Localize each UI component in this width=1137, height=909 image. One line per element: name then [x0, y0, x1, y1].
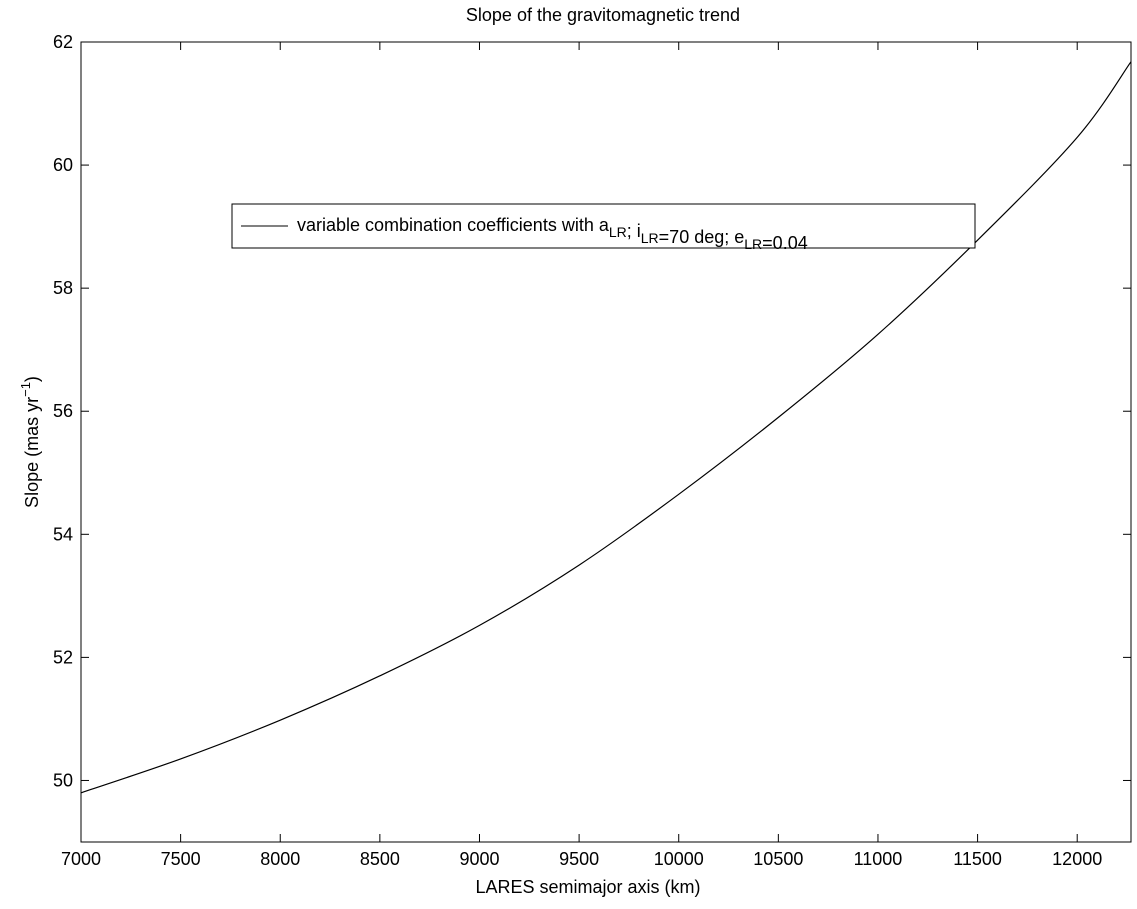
- plot-area-frame: [80, 41, 1132, 843]
- y-axis-label: Slope (mas yr−1): [18, 376, 42, 508]
- series-layer: [80, 61, 1132, 794]
- legend-box: [231, 203, 976, 249]
- x-tick-label: 7500: [161, 849, 201, 869]
- y-tick-label: 54: [53, 524, 73, 544]
- y-axis-label-suffix: ): [22, 376, 42, 382]
- axis-ticks: [80, 41, 1131, 842]
- legend-label: variable combination coefficients with a…: [297, 215, 808, 253]
- legend-subscript: LR: [641, 230, 659, 246]
- tick-labels: 7000 7500 8000 8500 9000 9500 10000 10500 11000 1…: [53, 32, 1102, 869]
- legend-text-part: ; i: [627, 221, 641, 241]
- y-axis-label-superscript: −1: [18, 382, 33, 397]
- x-tick-label: 12000: [1052, 849, 1102, 869]
- y-tick-label: 58: [53, 278, 73, 298]
- series-line: [80, 61, 1132, 794]
- x-tick-label: 11000: [854, 849, 903, 869]
- legend-subscript: LR: [609, 224, 627, 240]
- x-tick-label: 9500: [559, 849, 599, 869]
- x-tick-label: 8000: [260, 849, 300, 869]
- legend-text-part: =70 deg; e: [659, 227, 745, 247]
- x-tick-label: 11500: [953, 849, 1002, 869]
- legend-text-part: =0.04: [762, 233, 808, 253]
- y-tick-label: 62: [53, 32, 73, 52]
- legend: variable combination coefficients with a…: [231, 203, 976, 253]
- x-tick-label: 8500: [360, 849, 400, 869]
- x-axis-label: LARES semimajor axis (km): [475, 877, 700, 897]
- y-tick-label: 60: [53, 155, 73, 175]
- y-tick-label: 50: [53, 770, 73, 790]
- x-tick-label: 10000: [654, 849, 704, 869]
- x-tick-label: 9000: [459, 849, 499, 869]
- legend-subscript: LR: [744, 236, 762, 252]
- x-tick-label: 10500: [753, 849, 803, 869]
- y-axis-label-main: Slope (mas yr: [22, 397, 42, 508]
- y-tick-label: 56: [53, 401, 73, 421]
- chart-title: Slope of the gravitomagnetic trend: [466, 5, 740, 25]
- y-tick-label: 52: [53, 647, 73, 667]
- x-tick-label: 7000: [61, 849, 101, 869]
- legend-text-part: variable combination coefficients with a: [297, 215, 610, 235]
